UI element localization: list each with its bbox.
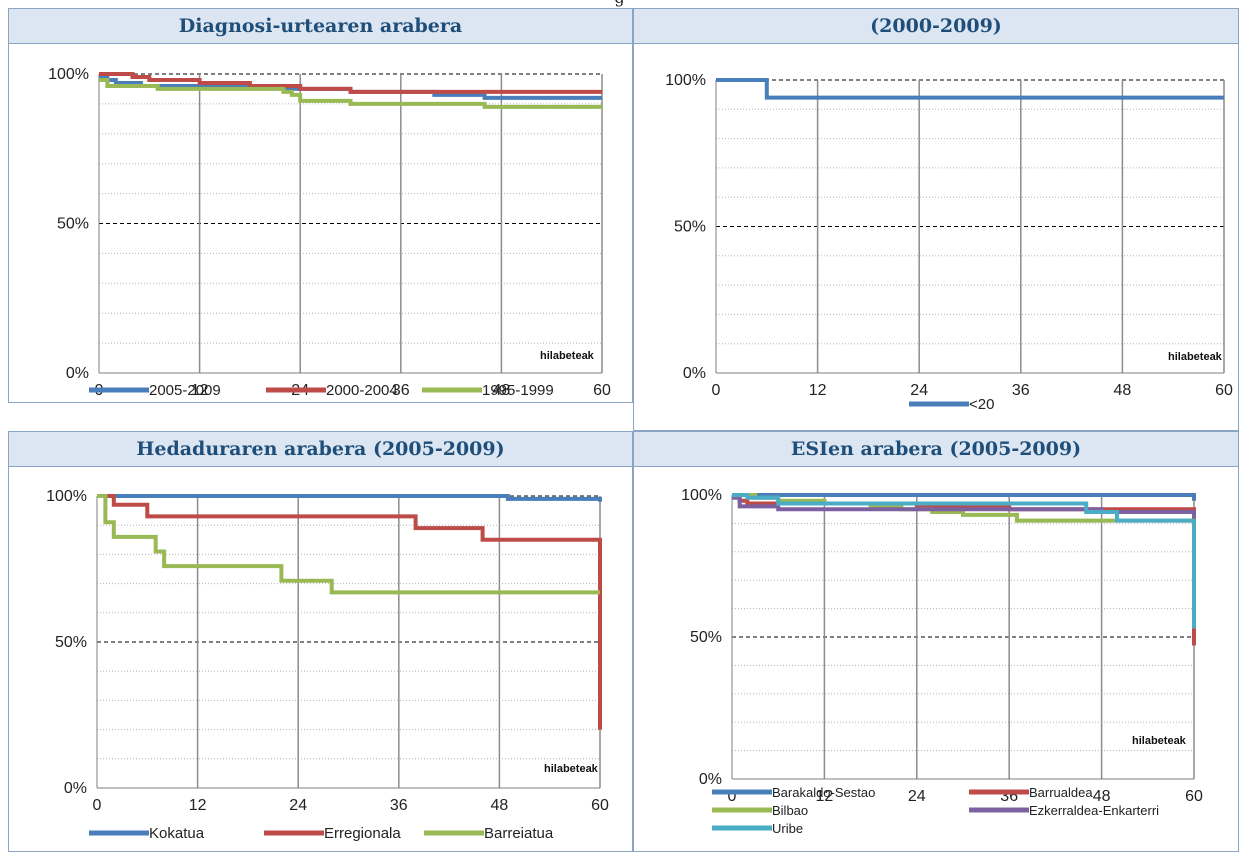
panel-4: ESIen arabera (2005-2009) 0% 50% 100% 0 12 24… — [633, 431, 1239, 852]
x-tick-label: 12 — [189, 797, 207, 814]
x-tick-label: 60 — [1215, 382, 1233, 399]
x-tick-label: 48 — [1093, 788, 1111, 805]
x-tick-label: 48 — [1114, 382, 1132, 399]
x-tick-label: 0 — [712, 382, 721, 399]
legend-label-20: <20 — [969, 396, 994, 413]
x-tick-label: 36 — [392, 382, 410, 399]
x-tick-label: 24 — [289, 797, 307, 814]
x-tick-label: 24 — [910, 382, 928, 399]
x-tick-label: 36 — [390, 797, 408, 814]
x-tick-label: 24 — [908, 788, 926, 805]
x-axis-unit-label: hilabeteak — [540, 350, 595, 362]
panel-4-title: ESIen arabera (2005-2009) — [634, 432, 1238, 467]
legend-label-2000-2004: 2000-2004 — [326, 382, 398, 399]
x-tick-label: 48 — [491, 797, 509, 814]
y-tick-label: 100% — [48, 66, 89, 83]
panel-1: Diagnosi-urtearen arabera 0%50%100%01224… — [8, 8, 633, 403]
y-tick-label: 0% — [683, 365, 706, 382]
series-line-erregionala — [97, 494, 602, 730]
series-line-20 — [716, 78, 1224, 100]
series-line-barakaldo-sestao — [732, 493, 1196, 501]
legend-label-bilbao: Bilbao — [772, 803, 808, 818]
x-tick-label: 0 — [728, 788, 737, 805]
legend-label-kokatua: Kokatua — [149, 825, 205, 842]
x-tick-label: 60 — [591, 797, 609, 814]
panel-2-title: (2000-2009) — [634, 9, 1238, 44]
legend-label-uribe: Uribe — [772, 821, 803, 836]
y-tick-label: 100% — [46, 488, 87, 505]
x-tick-label: 60 — [1185, 788, 1203, 805]
x-axis-unit-label: hilabeteak — [1132, 735, 1187, 747]
y-tick-label: 0% — [699, 771, 722, 788]
legend-label-barakaldo-sestao: Barakaldo-Sestao — [772, 785, 875, 800]
y-tick-label: 0% — [64, 780, 87, 797]
chart-2-svg: 0% 50% 100% 0 12 24 36 48 60 hilabeteak <20 — [665, 72, 1233, 413]
chart-3-svg: 0% 50% 100% 0 12 24 36 48 60 hilabeteak Kokatua Err… — [46, 488, 609, 842]
x-tick-label: 0 — [93, 797, 102, 814]
panel-2-plot: 0% 50% 100% 0 12 24 36 48 60 hilabeteak <20 — [634, 43, 1238, 430]
panel-3-title: Hedaduraren arabera (2005-2009) — [9, 432, 632, 467]
legend-label-2005-2009: 2005-2009 — [149, 382, 221, 399]
chart-1-svg: 0%50%100%01224364860hilabeteak2005-20092… — [48, 66, 611, 399]
panel-4-plot: 0% 50% 100% 0 12 24 36 48 60 hilabeteak Barakaldo-… — [634, 466, 1238, 851]
x-tick-label: 12 — [191, 382, 209, 399]
y-tick-label: 50% — [55, 634, 87, 651]
series-line-barreiatua — [97, 494, 600, 595]
x-axis-unit-label: hilabeteak — [544, 763, 599, 775]
x-tick-label: 48 — [493, 382, 511, 399]
legend-label-erregionala: Erregionala — [324, 825, 401, 842]
panel-1-title: Diagnosi-urtearen arabera — [9, 9, 632, 44]
y-tick-label: 50% — [57, 216, 89, 233]
series-line-kokatua — [97, 494, 602, 502]
series-line-2000-2004 — [99, 72, 602, 94]
x-tick-label: 36 — [1012, 382, 1030, 399]
y-tick-label: 100% — [681, 487, 722, 504]
x-tick-label: 60 — [593, 382, 611, 399]
x-axis-unit-label: hilabeteak — [1168, 351, 1223, 363]
series-line-barrualdea — [732, 493, 1196, 646]
panel-3-plot: 0% 50% 100% 0 12 24 36 48 60 hilabeteak Kokatua Err… — [9, 466, 632, 851]
x-tick-label: 12 — [816, 788, 834, 805]
x-tick-label: 12 — [809, 382, 827, 399]
legend-label-1995-1999: 1995-1999 — [482, 382, 554, 399]
y-tick-label: 50% — [690, 629, 722, 646]
panel-3: Hedaduraren arabera (2005-2009) 0% 50% 100… — [8, 431, 633, 852]
panel-1-plot: 0%50%100%01224364860hilabeteak2005-20092… — [9, 43, 632, 402]
series-line-1995-1999 — [99, 78, 602, 109]
legend-label-barreiatua: Barreiatua — [484, 825, 554, 842]
legend-label-barrualdea: Barrualdea — [1029, 785, 1093, 800]
chart-4-svg: 0%50%100%0 12 24 36 48 60hilabeteakBarakaldo-… — [681, 487, 1203, 836]
y-tick-label: 50% — [674, 219, 706, 236]
series-line-uribe — [732, 493, 1196, 629]
legend-label-ezkerraldea-enkarterri: Ezkerraldea-Enkarterri — [1029, 803, 1159, 818]
y-tick-label: 100% — [665, 72, 706, 89]
y-tick-label: 0% — [66, 365, 89, 382]
top-caption-strip: g — [0, 0, 1239, 8]
top-caption: g — [0, 0, 1239, 7]
panel-2: (2000-2009) 0% 50% 100% 0 12 24 36 48 60 hilabete… — [633, 8, 1239, 431]
